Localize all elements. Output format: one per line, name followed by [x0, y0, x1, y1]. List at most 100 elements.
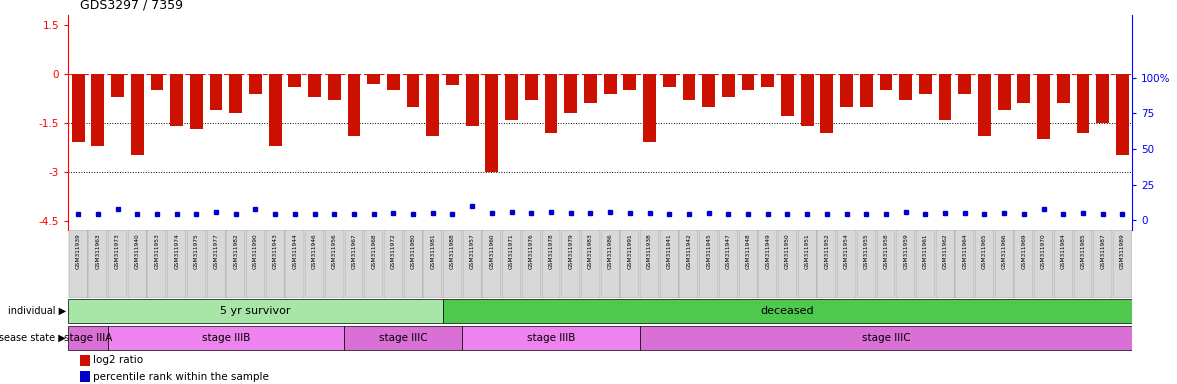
Text: GSM311953: GSM311953: [154, 233, 159, 269]
Bar: [68, 299, 443, 323]
Bar: [485, 74, 498, 172]
Bar: [978, 74, 991, 136]
Text: GDS3297 / 7359: GDS3297 / 7359: [80, 0, 184, 12]
Text: GSM311949: GSM311949: [765, 233, 770, 269]
Bar: [1096, 74, 1109, 123]
Bar: [581, 230, 600, 298]
Bar: [600, 230, 619, 298]
Bar: [879, 74, 892, 90]
Bar: [739, 230, 758, 298]
Bar: [683, 74, 696, 100]
Bar: [207, 230, 226, 298]
Text: GSM311982: GSM311982: [233, 233, 238, 269]
Bar: [624, 74, 637, 90]
Text: GSM311990: GSM311990: [253, 233, 258, 269]
Text: individual ▶: individual ▶: [8, 306, 66, 316]
Bar: [404, 230, 423, 298]
Bar: [564, 74, 577, 113]
Bar: [443, 230, 461, 298]
Bar: [860, 74, 872, 107]
Text: GSM311972: GSM311972: [391, 233, 395, 269]
Text: GSM311980: GSM311980: [411, 233, 415, 269]
Bar: [147, 230, 166, 298]
Bar: [817, 230, 837, 298]
Bar: [210, 74, 222, 110]
Text: GSM311971: GSM311971: [510, 233, 514, 269]
Bar: [663, 74, 676, 87]
Bar: [1093, 230, 1112, 298]
Text: GSM311943: GSM311943: [273, 233, 278, 269]
Text: stage IIIB: stage IIIB: [527, 333, 576, 343]
Bar: [837, 230, 856, 298]
Bar: [384, 230, 403, 298]
Bar: [187, 230, 206, 298]
Text: GSM311981: GSM311981: [431, 233, 435, 269]
Text: GSM311989: GSM311989: [1121, 233, 1125, 269]
Text: GSM311941: GSM311941: [666, 233, 672, 269]
Bar: [424, 230, 443, 298]
Bar: [1073, 230, 1092, 298]
Bar: [1037, 74, 1050, 139]
Text: GSM311951: GSM311951: [805, 233, 810, 269]
Text: GSM311978: GSM311978: [548, 233, 553, 269]
Bar: [877, 230, 896, 298]
Bar: [305, 230, 324, 298]
Text: GSM311955: GSM311955: [864, 233, 869, 269]
Text: GSM311940: GSM311940: [134, 233, 140, 269]
Bar: [387, 74, 400, 90]
Bar: [463, 230, 481, 298]
Text: GSM311988: GSM311988: [450, 233, 455, 269]
Bar: [111, 74, 124, 97]
Bar: [446, 74, 459, 85]
Bar: [503, 230, 521, 298]
Bar: [525, 74, 538, 100]
Text: GSM311965: GSM311965: [982, 233, 988, 269]
Bar: [1053, 230, 1072, 298]
Bar: [643, 74, 656, 142]
Text: stage IIIA: stage IIIA: [64, 333, 112, 343]
Text: GSM311975: GSM311975: [194, 233, 199, 269]
Bar: [798, 230, 817, 298]
Bar: [1057, 74, 1070, 103]
Bar: [778, 230, 797, 298]
Bar: [916, 230, 935, 298]
Bar: [660, 230, 679, 298]
Text: GSM311946: GSM311946: [312, 233, 317, 269]
Bar: [325, 230, 344, 298]
Bar: [367, 74, 380, 84]
Bar: [958, 74, 971, 94]
Text: GSM311952: GSM311952: [824, 233, 830, 269]
Text: GSM311938: GSM311938: [647, 233, 652, 269]
Bar: [328, 74, 340, 100]
Text: GSM311939: GSM311939: [75, 233, 80, 269]
Text: GSM311948: GSM311948: [745, 233, 751, 269]
Bar: [679, 230, 698, 298]
Text: GSM311945: GSM311945: [706, 233, 711, 269]
Bar: [151, 74, 164, 90]
Text: GSM311987: GSM311987: [1100, 233, 1105, 269]
Bar: [131, 74, 144, 156]
Bar: [268, 74, 281, 146]
Bar: [1077, 74, 1090, 132]
Text: GSM311956: GSM311956: [332, 233, 337, 269]
Text: stage IIIC: stage IIIC: [379, 333, 427, 343]
Text: GSM311974: GSM311974: [174, 233, 179, 269]
Bar: [426, 74, 439, 136]
Bar: [620, 230, 639, 298]
Bar: [561, 230, 580, 298]
Bar: [939, 74, 951, 120]
Text: 5 yr survivor: 5 yr survivor: [220, 306, 291, 316]
Bar: [521, 230, 540, 298]
Bar: [347, 74, 360, 136]
Bar: [344, 326, 463, 350]
Bar: [762, 74, 774, 87]
Bar: [975, 230, 993, 298]
Text: disease state ▶: disease state ▶: [0, 333, 66, 343]
Bar: [995, 230, 1013, 298]
Bar: [167, 230, 186, 298]
Bar: [541, 230, 560, 298]
Text: GSM311954: GSM311954: [844, 233, 849, 269]
Bar: [1015, 230, 1033, 298]
Bar: [956, 230, 975, 298]
Text: GSM311958: GSM311958: [884, 233, 889, 269]
